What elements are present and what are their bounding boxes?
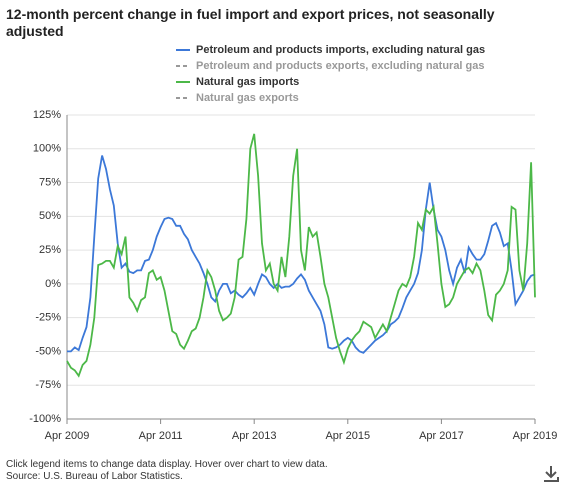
x-tick-label: Apr 2017 [419, 430, 464, 442]
y-tick-label: 75% [39, 176, 61, 188]
legend-item[interactable]: Petroleum and products imports, excludin… [196, 44, 485, 56]
series-line [66, 133, 536, 378]
x-tick-label: Apr 2019 [513, 430, 558, 442]
note: Source: U.S. Bureau of Labor Statistics. [6, 471, 183, 482]
legend-item[interactable]: Natural gas imports [196, 76, 299, 88]
note: Click legend items to change data displa… [6, 459, 328, 470]
legend-item[interactable]: Petroleum and products exports, excludin… [196, 60, 485, 72]
x-tick-label: Apr 2015 [325, 430, 370, 442]
series-line [67, 155, 536, 354]
download-icon[interactable] [544, 466, 559, 482]
y-tick-label: 25% [39, 244, 61, 256]
x-tick-label: Apr 2013 [232, 430, 277, 442]
y-tick-label: -25% [35, 312, 61, 324]
chart-title: 12-month percent change in fuel import a… [6, 6, 495, 39]
notes: Click legend items to change data displa… [6, 459, 328, 483]
y-tick-label: -75% [35, 379, 61, 391]
y-tick-label: 125% [33, 109, 61, 121]
y-tick-label: 100% [33, 143, 61, 155]
y-tick-label: 0% [45, 278, 61, 290]
y-tick-label: 50% [39, 210, 61, 222]
x-tick-label: Apr 2011 [139, 430, 183, 442]
legend-item[interactable]: Natural gas exports [196, 92, 299, 104]
y-tick-label: -100% [29, 413, 61, 425]
x-tick-label: Apr 2009 [45, 430, 90, 442]
y-tick-label: -50% [35, 345, 61, 357]
